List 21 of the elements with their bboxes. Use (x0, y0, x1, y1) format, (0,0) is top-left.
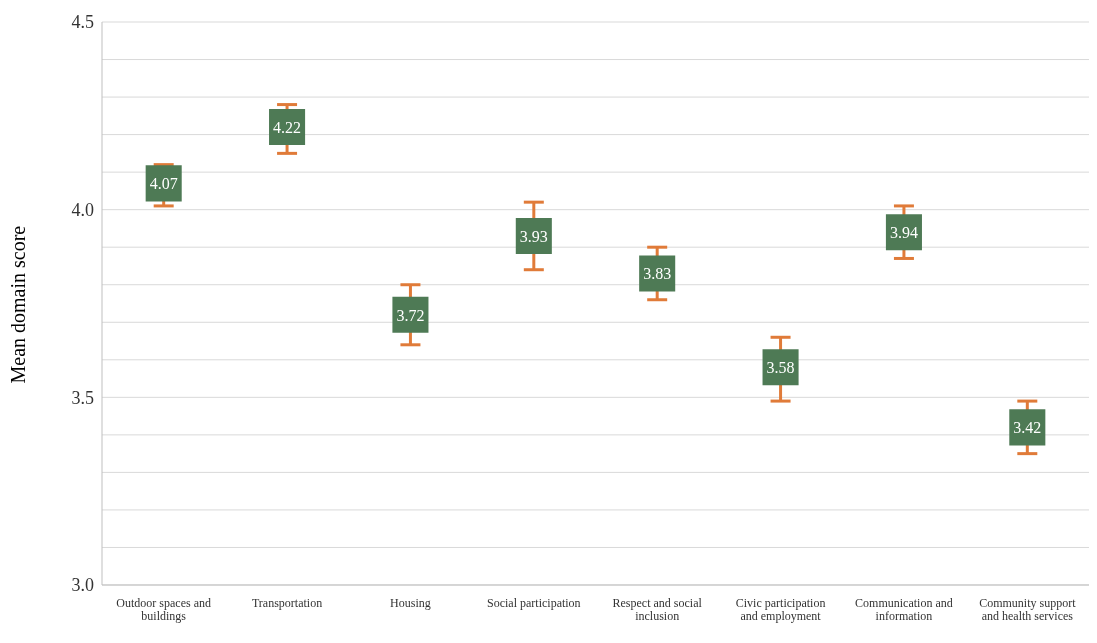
x-tick-label: Outdoor spaces and buildings (116, 595, 212, 623)
x-tick-label: Transportation (251, 595, 323, 610)
x-tick-label: Community support and health services (979, 595, 1077, 623)
data-label: 3.93 (519, 227, 548, 245)
y-tick-label: 4.0 (71, 200, 94, 221)
data-label: 4.22 (273, 119, 302, 137)
data-label: 3.72 (396, 306, 425, 324)
data-label: 3.58 (766, 359, 795, 377)
x-tick-label: Civic participation and employment (735, 595, 826, 623)
x-tick-label: Social participation (486, 595, 581, 610)
data-label: 4.07 (149, 175, 178, 193)
y-tick-label: 3.0 (71, 575, 94, 596)
data-label: 3.83 (643, 265, 672, 283)
x-tick-label: Respect and social inclusion (612, 595, 703, 623)
data-label: 3.42 (1013, 419, 1042, 437)
data-label: 3.94 (889, 224, 918, 242)
y-tick-label: 4.5 (71, 12, 94, 33)
y-axis-title: Mean domain score (7, 225, 30, 384)
x-tick-label: Communication and information (855, 595, 953, 623)
x-tick-label: Housing (390, 595, 431, 610)
y-tick-label: 3.5 (71, 387, 94, 408)
